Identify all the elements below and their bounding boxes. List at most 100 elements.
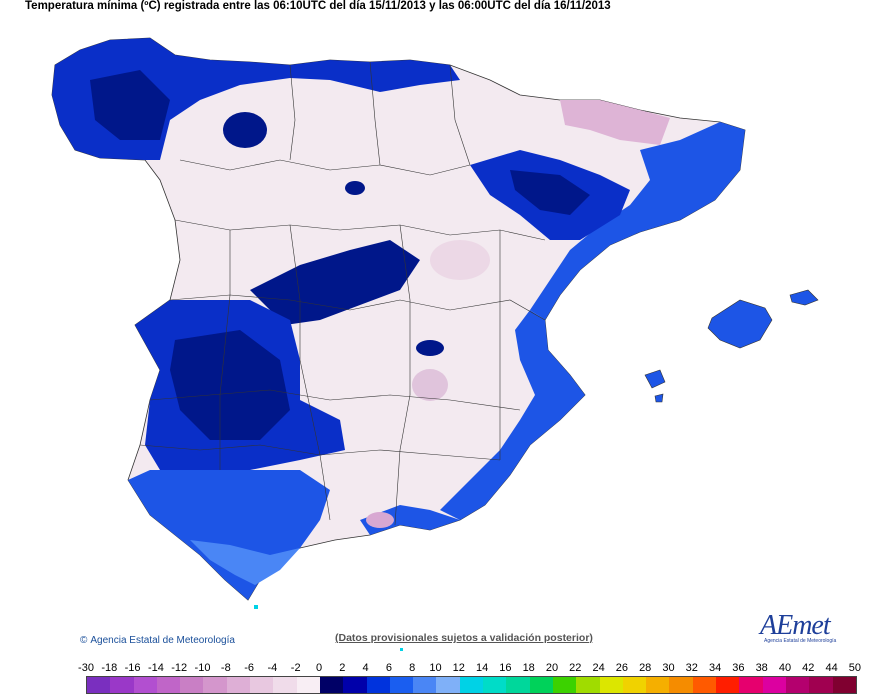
color-scale-legend (86, 676, 857, 694)
legend-swatch (343, 677, 367, 693)
legend-swatch (226, 677, 251, 693)
legend-label: -12 (171, 662, 188, 674)
legend-swatch (319, 677, 344, 693)
legend-swatch (389, 677, 414, 693)
provisional-note: (Datos provisionales sujetos a validació… (335, 632, 593, 644)
legend-swatch (832, 677, 856, 693)
legend-label: 14 (475, 662, 489, 674)
copyright-icon: © (80, 635, 88, 646)
logo-wordmark: AEmet (760, 610, 831, 641)
legend-label: 34 (708, 662, 722, 674)
legend-label: 28 (639, 662, 652, 674)
legend-label: -8 (220, 662, 231, 674)
legend-swatch (809, 677, 833, 693)
legend-label: 42 (802, 662, 815, 674)
legend-swatch (273, 677, 297, 693)
legend-label: -6 (244, 662, 254, 674)
iberian-peninsula (51, 37, 746, 601)
inland-dark-spot-1 (223, 112, 267, 148)
legend-swatch (133, 677, 157, 693)
legend-swatch (785, 677, 810, 693)
legend-label: 16 (499, 662, 512, 674)
formentera (654, 393, 664, 403)
extremadura-core (170, 330, 290, 440)
legend-swatch (483, 677, 507, 693)
ibiza (644, 369, 666, 389)
ebro-core (510, 170, 590, 215)
legend-swatch (87, 677, 111, 693)
legend-label: 4 (362, 662, 369, 674)
legend-label: -16 (124, 662, 141, 674)
menorca (789, 289, 819, 306)
legend-swatch (599, 677, 623, 693)
catalonia-zone (530, 122, 745, 320)
ceuta-marker (254, 605, 258, 609)
legend-label: -4 (267, 662, 278, 674)
mallorca (707, 299, 773, 349)
legend-label: 50 (848, 662, 862, 674)
legend-label: 38 (755, 662, 768, 674)
legend-label: 32 (685, 662, 698, 674)
southeast-coast-zone (360, 505, 460, 535)
legend-swatch (156, 677, 181, 693)
legend-swatch (459, 677, 484, 693)
legend-swatch (436, 677, 460, 693)
legend-label: 44 (825, 662, 838, 674)
balearic-islands (644, 289, 819, 403)
legend-swatch (716, 677, 740, 693)
galicia-inner (90, 70, 170, 140)
legend-label: -2 (290, 662, 301, 674)
legend-swatch (296, 677, 320, 693)
legend-label: -14 (147, 662, 164, 674)
legend-swatch (576, 677, 600, 693)
logo-subtitle: Agencia Estatal de Meteorología (764, 638, 837, 644)
legend-swatch (110, 677, 134, 693)
inland-dark-spot-3 (345, 181, 365, 195)
central-system-zone (250, 240, 420, 325)
legend-label: -18 (101, 662, 118, 674)
legend-swatch (180, 677, 204, 693)
valencia-zone (440, 310, 585, 520)
legend-swatch (669, 677, 693, 693)
legend-label: 26 (615, 662, 629, 674)
cold-pocket-sierra-nevada (366, 512, 394, 528)
legend-swatch (506, 677, 530, 693)
credit-text: Agencia Estatal de Meteorología (90, 635, 235, 646)
cold-pocket-central (412, 369, 448, 401)
legend-label: 40 (778, 662, 792, 674)
legend-label: 20 (545, 662, 559, 674)
legend-label: 30 (662, 662, 675, 674)
legend-swatch (739, 677, 763, 693)
legend-swatch (646, 677, 670, 693)
aemet-credit[interactable]: © Agencia Estatal de Meteorología (80, 635, 235, 646)
legend-labels: -30 -18 -16 -14 -12 -10 -8 -6 -4 -2 0 2 4 6 8 10 12 14 16 1… (78, 662, 863, 676)
map-title: Temperatura mínima (ºC) registrada entre… (25, 0, 611, 12)
province-borders (139, 61, 546, 526)
legend-label: 8 (409, 662, 416, 674)
andalusia-coast-zone (190, 540, 300, 585)
pyrenees-cold-zone (560, 100, 670, 145)
legend-swatch (366, 677, 390, 693)
legend-swatch (250, 677, 274, 693)
legend-label: 36 (732, 662, 745, 674)
legend-label: 18 (522, 662, 535, 674)
legend-label: 12 (452, 662, 465, 674)
legend-swatch (762, 677, 786, 693)
legend-label: -30 (78, 662, 94, 674)
legend-label: 24 (592, 662, 605, 674)
andalusia-west-zone (128, 470, 330, 600)
legend-swatch (529, 677, 553, 693)
cold-pocket-iberian (430, 240, 490, 280)
legend-swatch (203, 677, 227, 693)
alboran-marker (400, 648, 403, 651)
legend-label: -10 (194, 662, 211, 674)
legend-swatch (692, 677, 717, 693)
legend-label: 6 (385, 662, 392, 674)
legend-swatch (413, 677, 437, 693)
legend-label: 2 (339, 662, 346, 674)
aemet-logo[interactable]: AEmet Agencia Estatal de Meteorología (760, 612, 850, 652)
inland-dark-spot-2 (416, 340, 444, 356)
legend-label: 22 (569, 662, 582, 674)
legend-swatch (552, 677, 577, 693)
